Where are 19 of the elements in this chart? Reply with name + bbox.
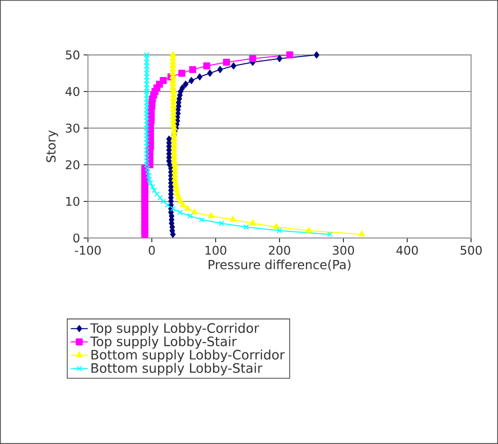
y-tick-label: 30 bbox=[66, 124, 80, 133]
legend-label: Top supply Lobby-Stair bbox=[90, 336, 237, 349]
y-tick-label: 10 bbox=[66, 196, 80, 206]
y-tick-label: 50 bbox=[66, 50, 80, 60]
x-tick-label: 300 bbox=[332, 246, 354, 255]
y-axis-title: Story bbox=[46, 130, 58, 162]
x-tick-label: 200 bbox=[268, 246, 290, 255]
legend-label: Top supply Lobby-Corridor bbox=[90, 322, 260, 336]
y-tick-label: 0 bbox=[73, 233, 80, 243]
x-axis-title: Pressure difference(Pa) bbox=[208, 260, 350, 271]
y-tick-label: 20 bbox=[66, 160, 80, 170]
y-tick-label: 40 bbox=[66, 87, 80, 96]
x-tick-label: 500 bbox=[460, 246, 482, 255]
legend-label: Bottom supply Lobby-Corridor bbox=[92, 350, 285, 362]
x-tick-label: 100 bbox=[206, 246, 226, 255]
x-tick-label: 400 bbox=[396, 246, 418, 255]
legend-label: Bottom supply Lobby-Stair bbox=[92, 362, 262, 376]
x-tick-label: 0 bbox=[148, 246, 155, 255]
x-tick-label: -100 bbox=[74, 246, 101, 255]
